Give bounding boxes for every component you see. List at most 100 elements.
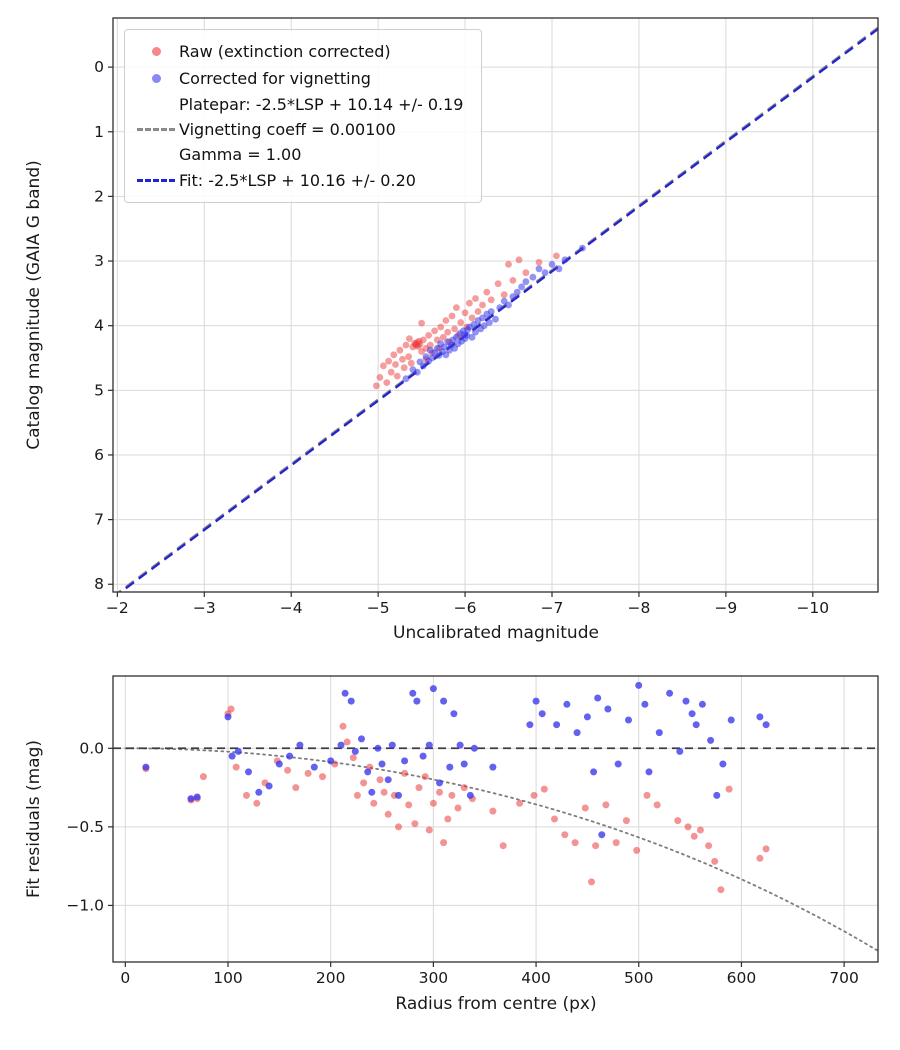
- data-point: [448, 312, 456, 320]
- data-point: [319, 773, 326, 781]
- legend-label-platepar-line2: Vignetting coeff = 0.00100: [179, 120, 396, 139]
- data-point: [655, 729, 663, 737]
- data-point: [429, 799, 437, 807]
- data-point: [486, 319, 493, 326]
- data-point: [296, 741, 304, 749]
- y-tick-label: −1.0: [66, 896, 104, 914]
- data-point: [292, 784, 300, 792]
- data-point: [573, 729, 581, 737]
- data-point: [509, 277, 517, 284]
- data-point: [725, 785, 733, 793]
- data-point: [515, 256, 523, 264]
- data-point: [400, 364, 408, 372]
- data-point: [505, 260, 512, 268]
- data-point: [413, 697, 421, 705]
- x-tick-label: −6: [454, 599, 477, 617]
- data-point: [535, 258, 543, 266]
- data-point: [653, 801, 661, 809]
- data-point: [243, 791, 250, 799]
- data-point: [474, 308, 482, 315]
- axes-frame: [112, 17, 879, 593]
- x-tick-label: 0: [120, 969, 130, 987]
- data-point: [553, 721, 561, 729]
- data-point: [489, 807, 497, 815]
- vignetting-model-curve: [124, 747, 878, 952]
- data-point: [448, 791, 456, 799]
- data-point: [402, 341, 410, 349]
- bottom-x-axis-label: Radius from centre (px): [395, 994, 597, 1014]
- data-point: [426, 341, 434, 349]
- data-point: [275, 760, 283, 768]
- data-point: [588, 878, 595, 886]
- data-point: [337, 741, 345, 749]
- data-point: [468, 314, 476, 322]
- data-point: [622, 817, 630, 825]
- data-point: [284, 766, 292, 774]
- data-point: [483, 288, 491, 296]
- data-point: [563, 700, 571, 708]
- data-point: [612, 839, 620, 847]
- data-point: [327, 757, 335, 765]
- data-point: [442, 317, 450, 324]
- data-point: [756, 854, 764, 862]
- legend: Raw (extinction corrected) Corrected for…: [124, 29, 483, 203]
- legend-label-fit: Fit: -2.5*LSP + 10.16 +/- 0.20: [179, 171, 416, 190]
- legend-label-corrected: Corrected for vignetting: [179, 69, 371, 88]
- data-point: [376, 374, 384, 381]
- x-tick-label: −4: [280, 599, 303, 617]
- data-point: [442, 351, 450, 359]
- data-point: [245, 768, 252, 776]
- data-point: [385, 357, 392, 365]
- data-point: [453, 304, 460, 311]
- data-point: [411, 820, 419, 828]
- data-point: [457, 319, 465, 326]
- y-tick-label: 3: [94, 252, 104, 270]
- data-point: [762, 721, 770, 729]
- data-point: [450, 710, 458, 718]
- legend-label-platepar-line3: Gamma = 1.00: [179, 145, 302, 164]
- data-point: [499, 842, 507, 850]
- data-point: [522, 278, 530, 286]
- y-tick-label: 8: [94, 575, 104, 593]
- data-point: [193, 793, 201, 801]
- x-tick-label: 200: [316, 969, 346, 987]
- data-point: [428, 354, 436, 362]
- axes-frame: [112, 675, 879, 963]
- data-point: [395, 791, 402, 799]
- legend-item-platepar: Platepar: -2.5*LSP + 10.14 +/- 0.19 Vign…: [133, 92, 463, 167]
- data-point: [405, 801, 413, 809]
- data-point: [351, 747, 359, 755]
- legend-label-platepar-line1: Platepar: -2.5*LSP + 10.14 +/- 0.19: [179, 95, 464, 114]
- data-point: [232, 763, 240, 771]
- data-point: [487, 296, 495, 304]
- data-point: [538, 710, 546, 718]
- data-point: [540, 785, 548, 793]
- data-point: [253, 799, 261, 807]
- data-point: [286, 752, 294, 760]
- data-point: [698, 700, 706, 708]
- data-point: [347, 697, 355, 705]
- x-tick-label: −3: [193, 599, 216, 617]
- data-point: [439, 333, 447, 341]
- bottom-y-axis-label: Fit residuals (mag): [24, 740, 44, 898]
- data-point: [383, 379, 391, 386]
- data-point: [762, 845, 770, 853]
- x-tick-label: 400: [521, 969, 551, 987]
- data-point: [500, 297, 508, 305]
- x-tick-label: −2: [106, 599, 129, 617]
- data-point: [418, 319, 425, 327]
- legend-item-fit: Fit: -2.5*LSP + 10.16 +/- 0.20: [133, 167, 463, 194]
- data-point: [425, 826, 433, 834]
- data-point: [692, 721, 700, 729]
- y-tick-label: −0.5: [66, 818, 104, 836]
- data-point: [265, 782, 273, 790]
- legend-marker-raw: [151, 47, 161, 56]
- data-point: [535, 265, 543, 273]
- data-point: [425, 741, 433, 749]
- data-point: [643, 791, 651, 799]
- data-point: [472, 328, 479, 336]
- legend-label-raw: Raw (extinction corrected): [179, 42, 391, 61]
- data-point: [341, 689, 349, 697]
- data-point: [479, 314, 486, 322]
- data-point: [479, 301, 486, 309]
